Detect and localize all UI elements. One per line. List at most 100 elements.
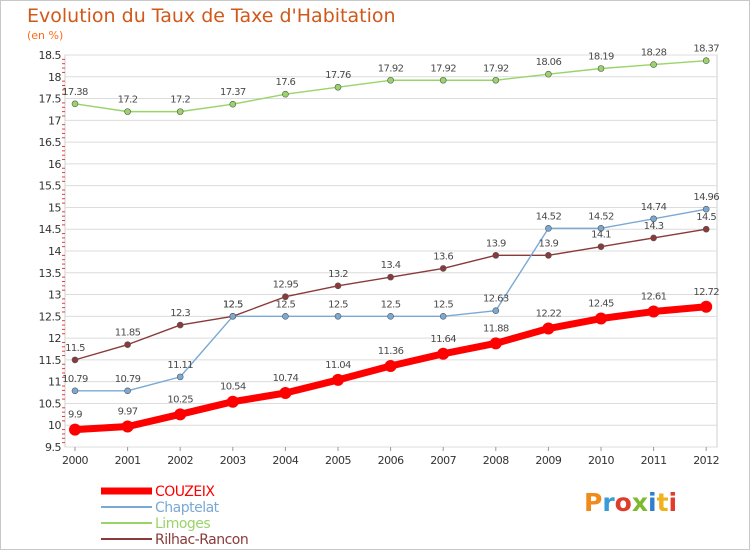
y-tick-label: 18.5 — [39, 49, 62, 62]
data-label: 14.1 — [591, 230, 611, 241]
data-point — [439, 76, 447, 84]
data-point — [124, 341, 131, 348]
data-point — [226, 395, 239, 408]
x-tick-label: 2002 — [167, 454, 193, 467]
data-point — [492, 252, 500, 259]
data-point — [174, 408, 187, 421]
y-tick-label: 14.5 — [39, 223, 62, 236]
data-label: 14.52 — [536, 211, 562, 222]
data-point — [71, 387, 79, 395]
chart-subtitle: (en %) — [27, 29, 64, 42]
data-point — [650, 61, 657, 68]
data-label: 14.52 — [588, 211, 614, 222]
y-tick-label: 10 — [48, 419, 61, 432]
data-label: 12.5 — [433, 299, 453, 310]
data-point — [702, 57, 710, 64]
x-tick-label: 2001 — [115, 454, 141, 467]
x-tick-label: 2004 — [272, 454, 298, 467]
legend-label: COUZEIX — [155, 484, 215, 500]
y-tick-label: 15.5 — [39, 180, 62, 193]
data-label: 11.04 — [325, 360, 351, 371]
data-point — [492, 76, 500, 84]
data-point — [595, 312, 607, 325]
data-label: 17.92 — [483, 63, 509, 74]
data-point — [492, 307, 500, 314]
data-point — [387, 76, 394, 84]
data-label: 12.5 — [223, 299, 243, 310]
data-label: 18.28 — [641, 48, 667, 59]
data-point — [439, 265, 447, 272]
data-label: 13.6 — [433, 251, 453, 262]
data-label: 13.4 — [381, 260, 401, 271]
data-label: 17.2 — [118, 95, 138, 106]
data-point — [124, 387, 131, 395]
legend-label: Rilhac-Rancon — [155, 532, 248, 548]
data-label: 10.79 — [115, 374, 141, 385]
y-tick-label: 12.5 — [39, 310, 62, 323]
data-point — [387, 273, 394, 281]
data-point — [282, 313, 289, 320]
data-point — [700, 300, 713, 313]
data-point — [334, 83, 342, 91]
logo-letter: o — [614, 488, 632, 517]
logo-letter: x — [631, 488, 648, 517]
data-point — [71, 356, 79, 364]
logo-letter: P — [584, 488, 603, 517]
y-tick-label: 16.5 — [39, 136, 62, 149]
y-tick-label: 13.5 — [39, 267, 62, 280]
x-tick-label: 2003 — [220, 454, 246, 467]
data-label: 12.5 — [381, 299, 401, 310]
data-label: 11.11 — [167, 360, 193, 371]
data-point — [176, 373, 184, 381]
y-tick-label: 18 — [48, 71, 61, 84]
data-point — [384, 359, 397, 372]
data-label: 12.5 — [223, 299, 243, 310]
y-tick-label: 12 — [48, 332, 61, 345]
data-label: 10.74 — [273, 373, 299, 384]
data-label: 10.54 — [220, 382, 246, 393]
data-point — [597, 225, 605, 232]
data-label: 9.9 — [68, 410, 82, 421]
data-label: 17.92 — [430, 63, 456, 74]
data-label: 17.2 — [170, 95, 190, 106]
x-tick-label: 2005 — [325, 454, 351, 467]
data-label: 12.61 — [641, 292, 667, 303]
data-label: 11.88 — [483, 323, 509, 334]
data-point — [545, 70, 552, 78]
data-label: 18.06 — [536, 57, 562, 68]
x-tick-label: 2008 — [483, 454, 509, 467]
data-label: 12.95 — [273, 280, 299, 291]
y-tick-label: 17.5 — [39, 93, 62, 106]
data-label: 17.6 — [275, 77, 295, 88]
data-label: 11.64 — [430, 334, 456, 345]
data-label: 13.9 — [486, 238, 506, 249]
legend-label: Chaptelat — [155, 500, 220, 516]
y-tick-label: 11.5 — [39, 354, 62, 367]
data-point — [279, 386, 292, 399]
data-point — [439, 313, 447, 320]
data-label: 14.74 — [641, 202, 667, 213]
data-point — [124, 108, 131, 115]
data-point — [702, 225, 710, 233]
data-point — [334, 313, 342, 320]
logo-letter: i — [668, 488, 678, 517]
data-label: 14.96 — [693, 192, 719, 203]
data-label: 11.36 — [378, 346, 404, 357]
y-tick-label: 10.5 — [39, 397, 62, 410]
y-tick-label: 13 — [48, 289, 61, 302]
data-point — [650, 215, 657, 223]
data-point — [597, 65, 605, 72]
data-point — [229, 313, 237, 320]
x-tick-label: 2000 — [62, 454, 88, 467]
data-point — [282, 90, 289, 98]
legend-label: Limoges — [155, 516, 210, 532]
data-point — [282, 293, 289, 301]
proxiti-logo: Proxiti — [584, 488, 677, 517]
data-label: 17.76 — [325, 70, 351, 81]
logo-letter: i — [648, 488, 657, 517]
data-label: 10.79 — [62, 374, 88, 385]
logo-letter: r — [602, 488, 615, 517]
data-point — [545, 252, 552, 259]
data-label: 17.37 — [220, 87, 246, 98]
